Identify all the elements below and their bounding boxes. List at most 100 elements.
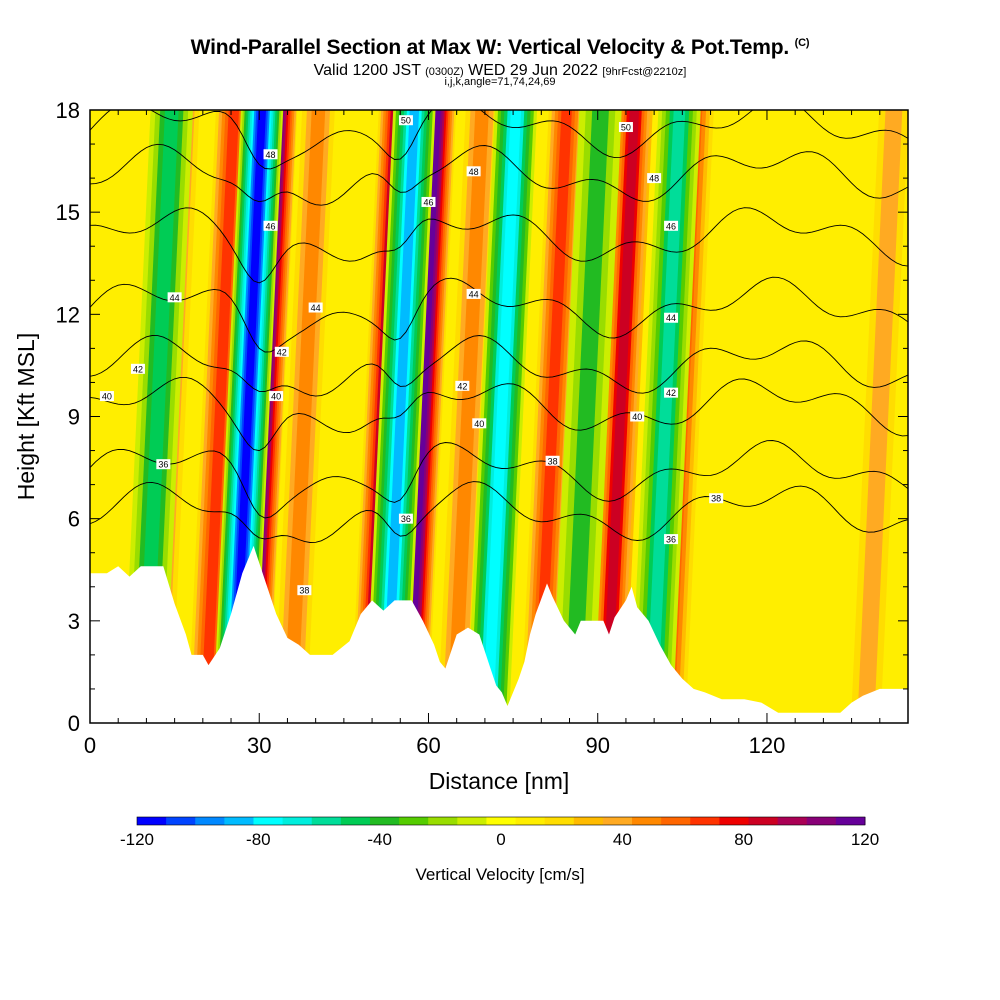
- contour-label: 44: [170, 293, 180, 303]
- updraft-band: [269, 110, 340, 723]
- contour-label-bg: [167, 292, 182, 303]
- contour-label: 46: [266, 221, 276, 231]
- colorbar-tick-label: 80: [734, 830, 753, 849]
- chart-params: i,j,k,angle=71,74,24,69: [444, 76, 556, 88]
- colorbar-tick-label: -120: [120, 830, 154, 849]
- contour-label-bg: [466, 288, 481, 299]
- colorbar-tick-label: 40: [613, 830, 632, 849]
- colorbar-swatch: [195, 817, 225, 825]
- contour-label: 48: [649, 174, 659, 184]
- y-axis-label: Height [Kft MSL]: [13, 333, 39, 500]
- contour-label: 44: [666, 313, 676, 323]
- contour-label-bg: [472, 418, 487, 429]
- contour-label-bg: [618, 122, 633, 133]
- chart-subtitle: Valid 1200 JST (0300Z) WED 29 Jun 2022 […: [313, 62, 687, 79]
- contour-label: 36: [401, 514, 411, 524]
- colorbar-swatch: [515, 817, 546, 825]
- updraft-band: [432, 110, 504, 723]
- contour-label: 46: [423, 197, 433, 207]
- colorbar-swatch: [369, 817, 400, 825]
- y-tick-label: 3: [68, 609, 80, 634]
- colorbar-swatch: [602, 817, 633, 825]
- colorbar-tick-label: -80: [246, 830, 271, 849]
- updraft-band: [844, 110, 908, 723]
- contour-label-bg: [263, 220, 278, 231]
- contour-label-bg: [664, 312, 679, 323]
- y-tick-label: 15: [56, 200, 80, 225]
- theta-contour-line: [90, 143, 908, 206]
- contour-label-bg: [398, 115, 413, 126]
- downdraft-level: [482, 110, 522, 723]
- updraft-level: [447, 110, 489, 723]
- contour-label: 42: [277, 347, 287, 357]
- colorbar-swatch: [340, 817, 371, 825]
- contour-label: 40: [474, 419, 484, 429]
- colorbar-swatch: [282, 817, 313, 825]
- theta-contour-line: [90, 376, 908, 452]
- contour-label: 50: [621, 123, 631, 133]
- theta-contours: [90, 110, 908, 543]
- y-tick-label: 18: [56, 98, 80, 123]
- x-tick-label: 120: [749, 733, 786, 758]
- downdraft-band: [466, 110, 538, 723]
- colorbar-swatch: [544, 817, 575, 825]
- y-tick-label: 0: [68, 711, 80, 736]
- colorbar-swatch: [253, 817, 284, 825]
- colorbar-tick-label: -40: [367, 830, 392, 849]
- contour-label-bg: [545, 455, 560, 466]
- contour-label-bg: [130, 363, 145, 374]
- colorbar-swatch: [137, 817, 167, 825]
- contour-label-bg: [455, 380, 470, 391]
- theta-contour-line: [90, 335, 908, 397]
- colorbar-swatch: [748, 817, 779, 825]
- updraft-level: [857, 110, 903, 723]
- contour-label-bg: [421, 196, 436, 207]
- contour-label-bg: [274, 346, 289, 357]
- contour-label: 38: [548, 456, 558, 466]
- contour-label: 42: [457, 381, 467, 391]
- colorbar-swatch: [399, 817, 429, 825]
- colorbar-swatch: [224, 817, 254, 825]
- contour-label: 44: [469, 289, 479, 299]
- colorbar-swatch: [806, 817, 837, 825]
- y-tick-label: 6: [68, 507, 80, 532]
- contour-label-bg: [664, 387, 679, 398]
- downdraft-level: [381, 110, 420, 723]
- theta-contour-line: [90, 110, 908, 170]
- contour-label: 42: [666, 388, 676, 398]
- downdraft-level: [564, 110, 609, 723]
- contour-label: 36: [158, 460, 168, 470]
- contour-label: 40: [271, 392, 281, 402]
- chart-title: Wind-Parallel Section at Max W: Vertical…: [190, 36, 810, 59]
- contour-label: 46: [666, 221, 676, 231]
- x-tick-label: 60: [416, 733, 440, 758]
- contour-label: 38: [299, 586, 309, 596]
- downdraft-level: [230, 110, 266, 723]
- updraft-level: [283, 110, 326, 723]
- x-tick-label: 90: [585, 733, 609, 758]
- theta-contour-line: [90, 440, 908, 519]
- colorbar-swatch: [573, 817, 604, 825]
- theta-contour-line: [90, 481, 908, 543]
- downdraft-band: [551, 110, 622, 723]
- terrain-mask: [90, 545, 908, 723]
- theta-contour-line: [90, 207, 908, 284]
- updraft-level: [200, 110, 239, 723]
- y-tick-label: 12: [56, 302, 80, 327]
- contour-label: 50: [401, 116, 411, 126]
- colorbar-swatch: [661, 817, 691, 825]
- contour-label: 40: [102, 392, 112, 402]
- colorbar-swatch: [486, 817, 517, 825]
- colorbar-swatch: [166, 817, 196, 825]
- contour-label-bg: [269, 391, 284, 402]
- contour-label-bg: [263, 149, 278, 160]
- contour-label-bg: [156, 459, 171, 470]
- colorbar-tick-label: 0: [496, 830, 505, 849]
- colorbar-swatch: [690, 817, 720, 825]
- contour-label-bg: [99, 391, 114, 402]
- plot-area: 40 42 44 36 48 46 44 42 40 38 50 46 48 44 42 40 36 38 50 48…: [90, 110, 908, 723]
- updraft-band: [585, 110, 656, 723]
- x-tick-label: 0: [84, 733, 96, 758]
